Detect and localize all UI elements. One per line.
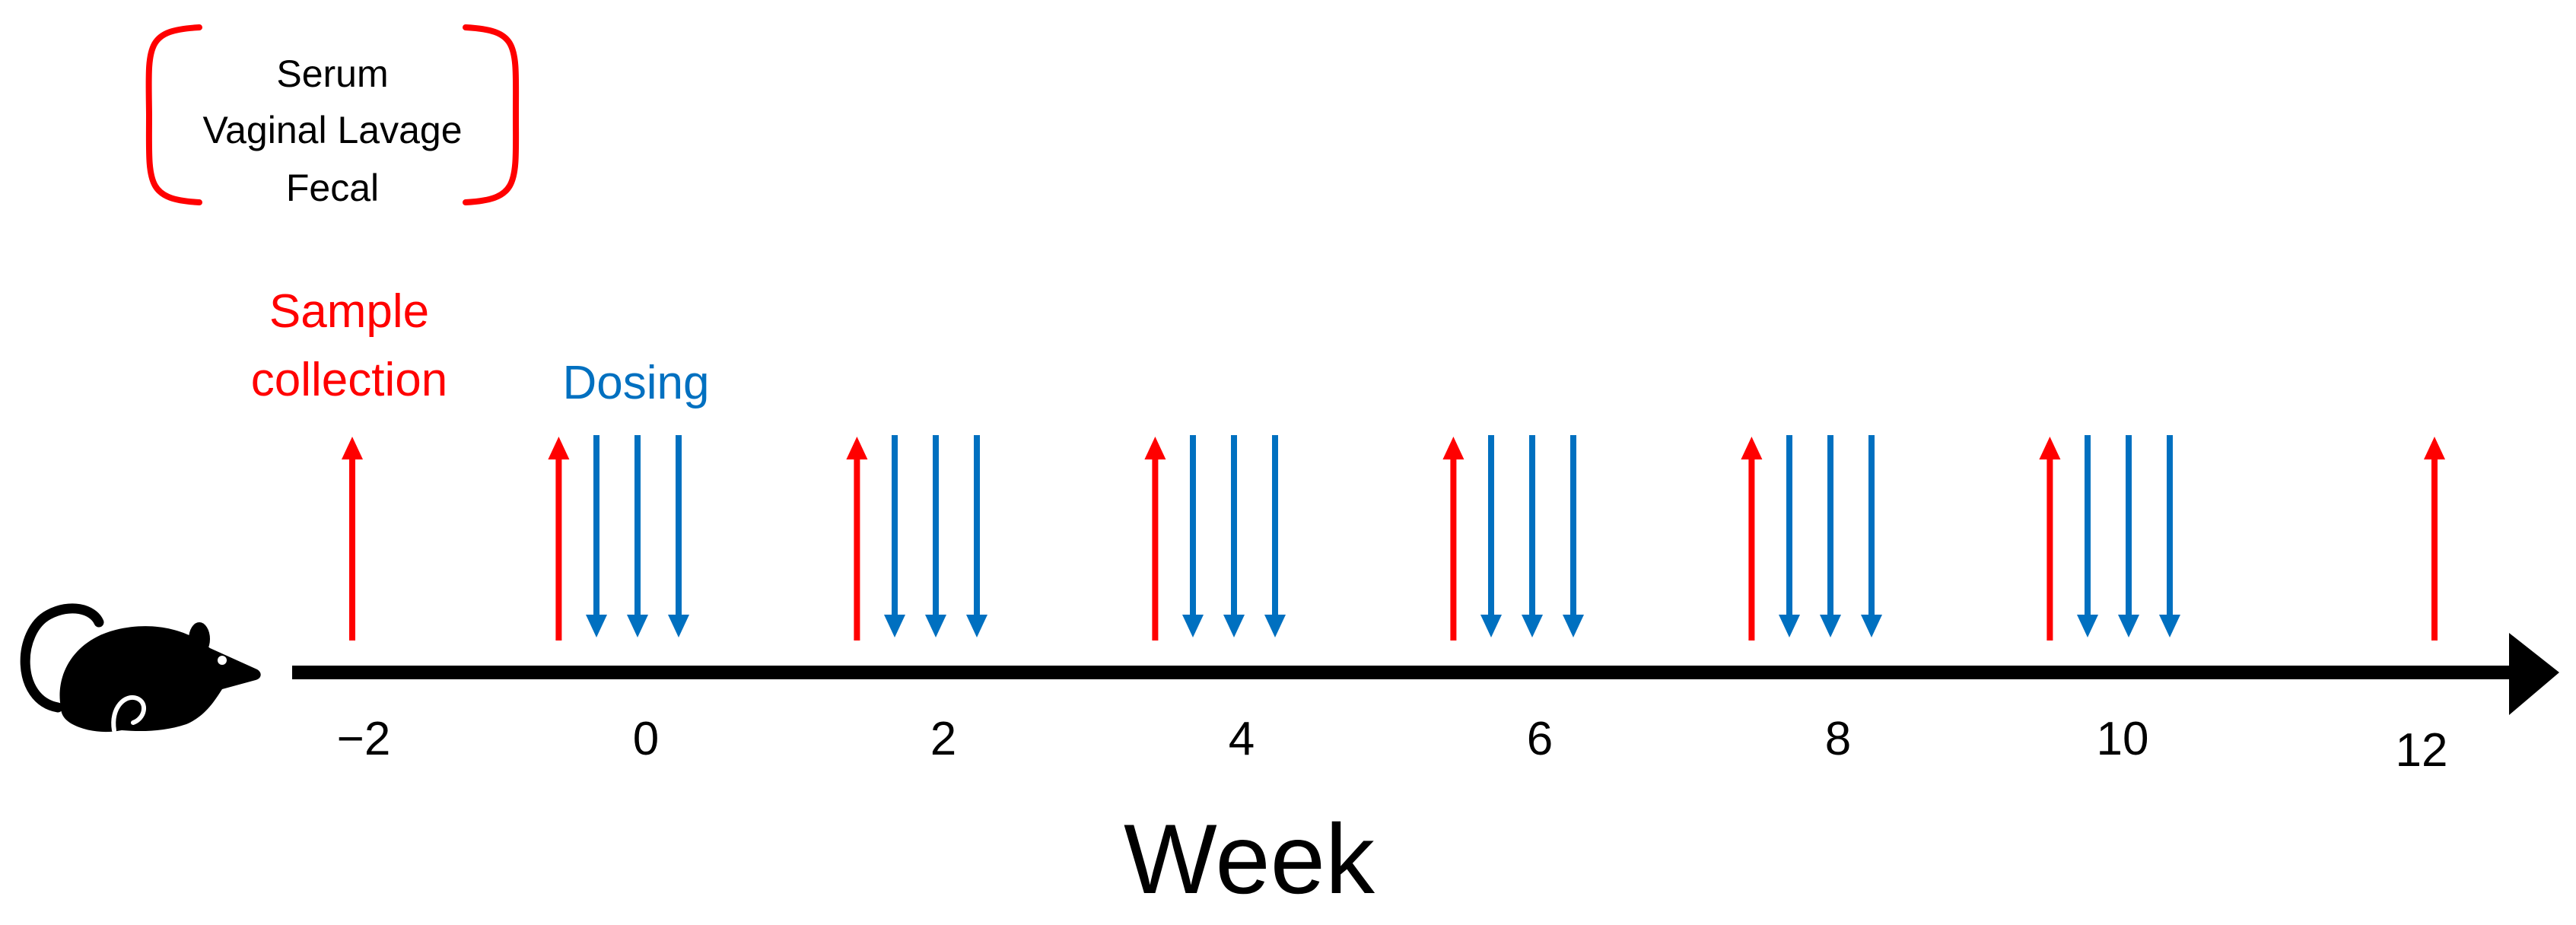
tick-label: 2 [930,713,956,765]
sample-collection-arrowhead [2424,437,2445,459]
left-bracket [145,24,202,205]
dosing-arrowhead [586,615,607,637]
tick-label: 6 [1527,713,1553,765]
sample-collection-arrowhead [1144,437,1166,459]
sample-collection-arrowhead [342,437,363,459]
tick-label: −2 [337,713,391,765]
dosing-arrowhead [1223,615,1245,637]
axis-title: Week [1124,803,1375,914]
sample-collection-label-line1: Sample [269,285,429,338]
tick-label: 0 [633,713,659,765]
sample-types-box: Serum Vaginal Lavage Fecal [145,24,520,209]
sample-collection-arrowhead [2039,437,2061,459]
dosing-arrowhead [1820,615,1841,637]
mouse-icon [20,603,261,733]
dosing-arrowhead [627,615,648,637]
dosing-arrowhead [2159,615,2180,637]
dosing-arrowhead [1861,615,1882,637]
dosing-arrowhead [925,615,946,637]
dosing-arrowhead [668,615,689,637]
dosing-arrowhead [966,615,987,637]
sample-type-serum: Serum [276,52,388,95]
timeline-axis [292,633,2559,715]
sample-collection-arrowhead [1741,437,1763,459]
sample-collection-label-line2: collection [251,354,447,406]
dosing-arrowhead [1480,615,1502,637]
sample-type-fecal: Fecal [286,167,379,209]
dosing-arrowhead [2118,615,2139,637]
sample-collection-arrows [342,437,2445,641]
sample-collection-arrowhead [1442,437,1465,459]
tick-label: 8 [1825,713,1851,765]
dosing-arrowhead [1182,615,1204,637]
right-bracket [463,24,520,205]
axis-tick-labels: −2 0 2 4 6 8 10 12 [337,713,2448,777]
tick-label: 12 [2396,724,2448,777]
sample-type-vaginal-lavage: Vaginal Lavage [202,109,462,151]
dosing-arrowhead [1264,615,1286,637]
axis-arrowhead [2509,633,2559,715]
tick-label: 4 [1229,713,1255,765]
dosing-arrowhead [1563,615,1584,637]
dosing-arrowhead [1779,615,1800,637]
dosing-arrowhead [1522,615,1543,637]
dosing-arrowhead [884,615,905,637]
dosing-arrowhead [2077,615,2098,637]
dosing-label: Dosing [563,357,710,409]
sample-collection-arrowhead [846,437,868,459]
sample-collection-arrowhead [548,437,570,459]
dosing-arrows [586,435,2180,637]
tick-label: 10 [2097,713,2149,765]
